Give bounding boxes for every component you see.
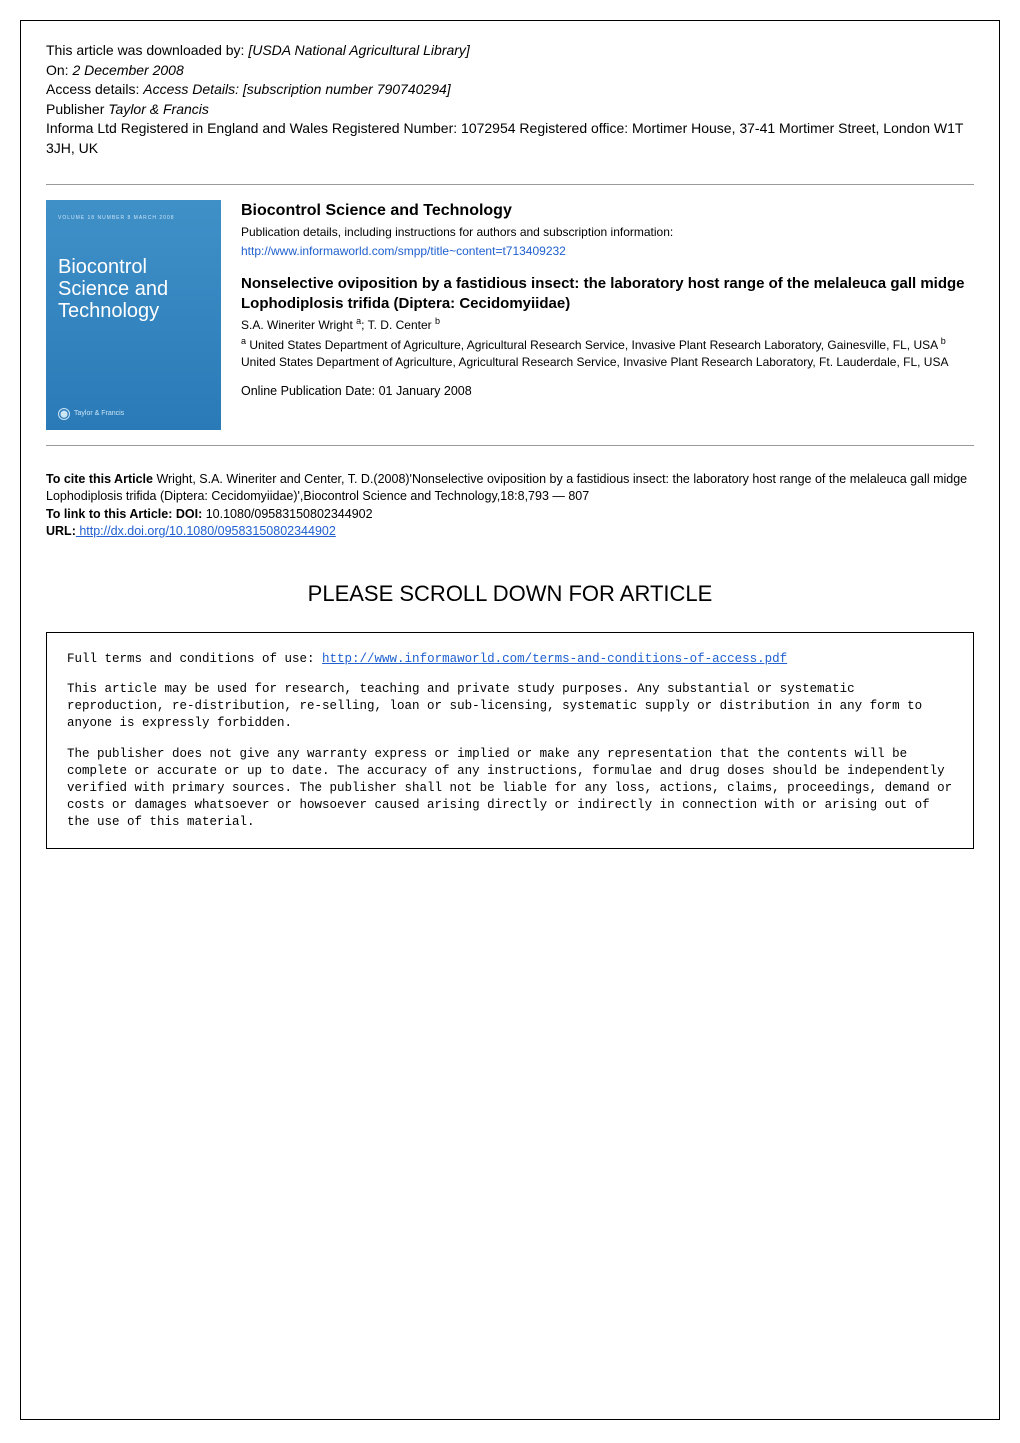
cite-label: To cite this Article (46, 472, 153, 486)
author-2-affil-marker: b (435, 316, 440, 326)
terms-url-link[interactable]: http://www.informaworld.com/terms-and-co… (322, 652, 787, 666)
cover-issue-info: VOLUME 18 NUMBER 8 MARCH 2008 (58, 215, 209, 221)
journal-title: Biocontrol Science and Technology (241, 200, 974, 222)
publisher-line: Publisher Taylor & Francis (46, 100, 974, 120)
url-label: URL: (46, 524, 76, 538)
article-authors: S.A. Wineriter Wright a; T. D. Center b (241, 315, 974, 334)
affil-a-text: United States Department of Agriculture,… (246, 338, 941, 352)
cover-title-science: Science (58, 278, 129, 300)
cover-title: Biocontrol Science and Technology (58, 256, 209, 322)
publisher-logo-text: Taylor & Francis (74, 410, 124, 417)
terms-line1-prefix: Full terms and conditions of use: (67, 652, 322, 666)
registered-info: Informa Ltd Registered in England and Wa… (46, 119, 974, 158)
page-frame: This article was downloaded by: [USDA Na… (20, 20, 1000, 1420)
terms-and-conditions-box: Full terms and conditions of use: http:/… (46, 632, 974, 850)
publisher-label: Publisher (46, 101, 108, 117)
access-details-line: Access details: Access Details: [subscri… (46, 80, 974, 100)
article-affiliations: a United States Department of Agricultur… (241, 335, 974, 371)
cover-title-and: and (129, 278, 168, 300)
doi-label: To link to this Article: DOI: (46, 507, 202, 521)
affil-b-text: United States Department of Agriculture,… (241, 355, 948, 369)
journal-cover-image: VOLUME 18 NUMBER 8 MARCH 2008 Biocontrol… (46, 200, 221, 430)
publisher-logo-icon: ⬤ (58, 408, 70, 420)
cover-title-line3: Technology (58, 300, 209, 322)
doi-line: To link to this Article: DOI: 10.1080/09… (46, 506, 974, 524)
downloaded-by-value: [USDA National Agricultural Library] (248, 42, 470, 58)
scroll-down-heading: PLEASE SCROLL DOWN FOR ARTICLE (46, 581, 974, 607)
cover-title-line2: Science and (58, 278, 209, 300)
journal-details: Biocontrol Science and Technology Public… (241, 200, 974, 430)
author-1: S.A. Wineriter Wright (241, 318, 356, 332)
journal-info-block: VOLUME 18 NUMBER 8 MARCH 2008 Biocontrol… (46, 184, 974, 446)
download-metadata: This article was downloaded by: [USDA Na… (46, 41, 974, 159)
cite-this-article: To cite this Article Wright, S.A. Wineri… (46, 471, 974, 506)
download-date-line: On: 2 December 2008 (46, 61, 974, 81)
download-date-label: On: (46, 62, 72, 78)
journal-url-link[interactable]: http://www.informaworld.com/smpp/title~c… (241, 244, 566, 258)
terms-para3: The publisher does not give any warranty… (67, 746, 953, 830)
citation-block: To cite this Article Wright, S.A. Wineri… (46, 471, 974, 541)
download-date-value: 2 December 2008 (72, 62, 183, 78)
cover-title-line1: Biocontrol (58, 256, 209, 278)
url-line: URL: http://dx.doi.org/10.1080/095831508… (46, 523, 974, 541)
article-title: Nonselective oviposition by a fastidious… (241, 274, 974, 313)
publisher-value: Taylor & Francis (108, 101, 209, 117)
author-2: T. D. Center (368, 318, 435, 332)
access-details-label: Access details: (46, 81, 143, 97)
downloaded-by-line: This article was downloaded by: [USDA Na… (46, 41, 974, 61)
terms-line1: Full terms and conditions of use: http:/… (67, 651, 953, 668)
affil-b-marker: b (941, 336, 946, 346)
publisher-logo: ⬤ Taylor & Francis (58, 408, 124, 420)
doi-url-link[interactable]: http://dx.doi.org/10.1080/09583150802344… (76, 524, 336, 538)
cite-text: Wright, S.A. Wineriter and Center, T. D.… (46, 472, 967, 504)
publication-date: Online Publication Date: 01 January 2008 (241, 383, 974, 401)
journal-subtitle: Publication details, including instructi… (241, 224, 974, 241)
doi-value: 10.1080/09583150802344902 (202, 507, 372, 521)
terms-para2: This article may be used for research, t… (67, 681, 953, 732)
access-details-value: Access Details: [subscription number 790… (143, 81, 450, 97)
downloaded-by-label: This article was downloaded by: (46, 42, 248, 58)
